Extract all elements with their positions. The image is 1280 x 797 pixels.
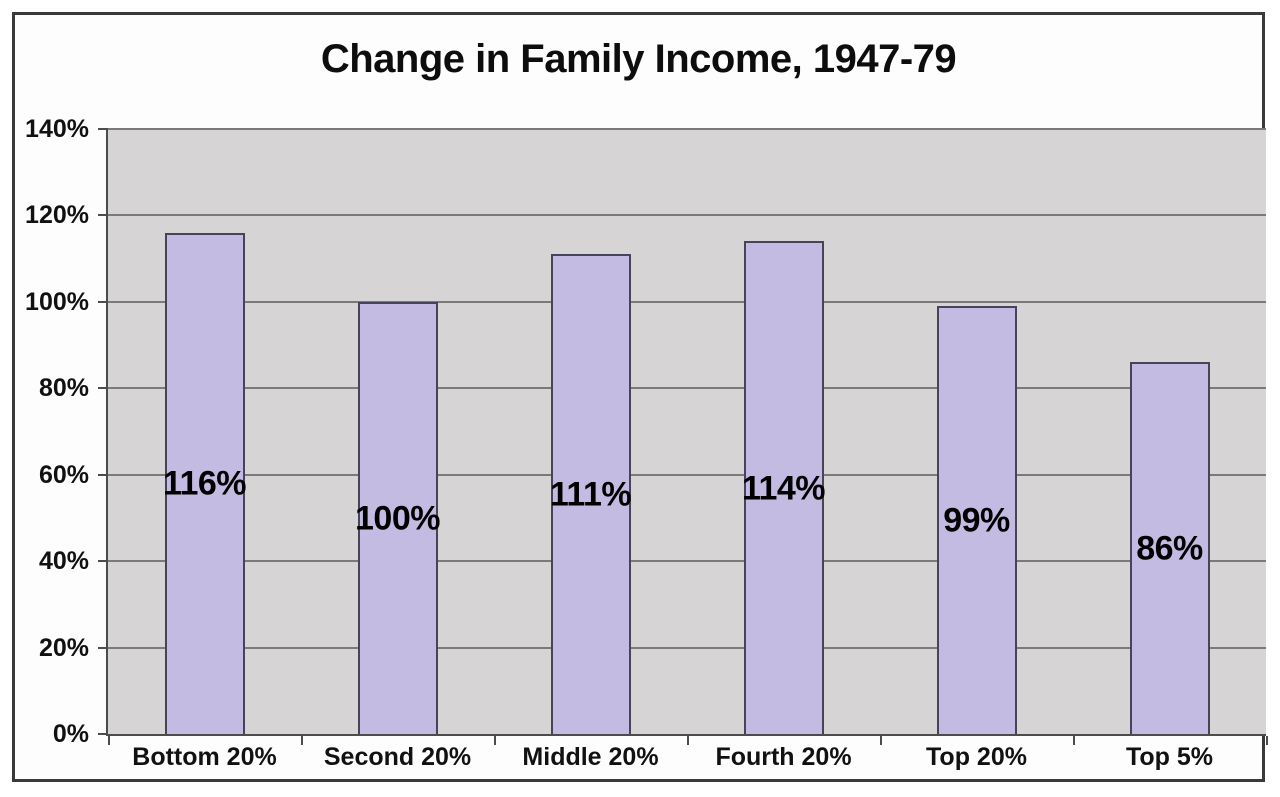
bar: 111% (549, 254, 632, 734)
x-tick-label: Top 5% (1125, 743, 1214, 771)
y-tick-mark (98, 560, 108, 563)
y-tick-label: 20% (38, 633, 89, 662)
bar: 114% (741, 241, 826, 734)
y-tick-mark (98, 128, 108, 130)
y-tick-label: 40% (38, 547, 89, 576)
bar-value-label: 86% (1136, 529, 1203, 568)
x-tick-mark (687, 736, 689, 745)
bar: 86% (1129, 362, 1210, 734)
y-tick-label: 60% (38, 460, 89, 489)
bar-slot: 111% (494, 129, 687, 734)
x-tick-label: Second 20% (323, 743, 472, 771)
y-tick-label: 0% (52, 720, 89, 748)
gridline (108, 128, 1266, 130)
x-tick-label: Middle 20% (522, 743, 659, 771)
bar-value-label: 116% (162, 464, 247, 503)
bars-layer: 116% 100% 111% 114% 99% 86% (108, 129, 1266, 734)
y-tick-label: 120% (25, 201, 89, 230)
gridline (108, 473, 1266, 476)
y-tick-mark (98, 387, 108, 390)
y-tick-mark (98, 646, 108, 649)
chart-frame: Change in Family Income, 1947-79 116% 100… (12, 12, 1268, 782)
x-tick-mark (494, 736, 496, 745)
x-tick-label: Bottom 20% (132, 743, 277, 771)
y-tick-label: 80% (38, 374, 89, 403)
gridline (108, 300, 1266, 303)
plot-area: 116% 100% 111% 114% 99% 86% (106, 128, 1266, 736)
gridline (108, 646, 1266, 649)
chart-title: Change in Family Income, 1947-79 (320, 37, 957, 81)
x-tick-label: Top 20% (926, 743, 1027, 771)
x-tick-label: Fourth 20% (715, 743, 852, 771)
bar-slot: 116% (108, 129, 301, 734)
bar-slot: 114% (687, 129, 880, 734)
x-tick-mark (301, 736, 303, 745)
gridline (108, 214, 1266, 217)
bar-value-label: 114% (741, 469, 826, 508)
y-tick-mark (98, 300, 108, 303)
x-tick-mark (108, 736, 110, 745)
bar: 116% (162, 232, 247, 734)
y-tick-mark (98, 214, 108, 217)
bar-slot: 99% (880, 129, 1073, 734)
x-tick-mark (880, 736, 882, 745)
bar-value-label: 100% (355, 499, 440, 538)
bar: 99% (936, 306, 1017, 734)
y-tick-mark (98, 733, 108, 735)
bar-slot: 86% (1073, 129, 1266, 734)
bar-value-label: 99% (943, 501, 1010, 540)
gridline (108, 387, 1266, 390)
gridline (108, 560, 1266, 563)
x-tick-mark (1266, 736, 1268, 745)
bar: 100% (355, 301, 440, 734)
y-tick-label: 100% (25, 287, 89, 316)
bar-slot: 100% (301, 129, 494, 734)
x-axis-labels: Bottom 20% Second 20% Middle 20% Fourth 20%… (108, 743, 1266, 772)
bar-value-label: 111% (549, 475, 632, 514)
x-tick-mark (1073, 736, 1075, 745)
y-tick-label: 140% (25, 115, 89, 143)
y-tick-mark (98, 473, 108, 476)
